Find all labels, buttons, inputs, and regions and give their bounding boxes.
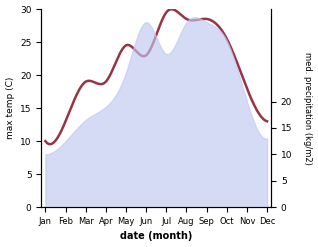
Y-axis label: med. precipitation (kg/m2): med. precipitation (kg/m2) — [303, 52, 313, 165]
X-axis label: date (month): date (month) — [120, 231, 192, 242]
Y-axis label: max temp (C): max temp (C) — [5, 77, 15, 139]
